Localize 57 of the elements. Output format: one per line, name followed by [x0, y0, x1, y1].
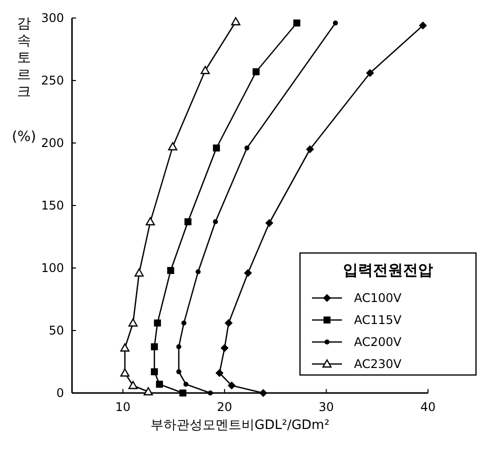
point	[366, 69, 374, 77]
point	[184, 218, 192, 226]
point	[208, 390, 213, 396]
point	[176, 344, 182, 350]
x-tick-label: 20	[216, 400, 232, 414]
point	[168, 142, 178, 150]
y-tick-label: 50	[48, 324, 64, 338]
point	[128, 318, 138, 327]
legend-label: AC115V	[354, 313, 402, 327]
point	[224, 319, 233, 327]
point	[156, 380, 163, 388]
legend-title: 입력전원전압	[343, 261, 433, 279]
point	[332, 20, 338, 26]
point	[183, 382, 188, 387]
y-tick-label: 100	[41, 261, 64, 275]
point	[120, 343, 130, 352]
point	[220, 344, 229, 352]
y-tick-label: 250	[41, 74, 64, 88]
point	[196, 269, 201, 274]
point	[259, 389, 268, 397]
legend-label: AC230V	[354, 357, 402, 371]
point	[154, 320, 161, 326]
y-tick-label: 200	[41, 136, 64, 150]
y-tick-label: 150	[41, 198, 64, 212]
legend-label: AC100V	[354, 291, 402, 305]
x-tick-label: 10	[115, 400, 130, 414]
point	[144, 387, 153, 396]
x-tick-label: 40	[420, 400, 436, 414]
point	[120, 368, 130, 377]
point	[228, 382, 236, 390]
x-axis-title: 부하관성모멘트비GDL²/GDm²	[150, 418, 330, 433]
y-tick-label: 0	[56, 386, 64, 400]
point	[244, 269, 252, 277]
point	[128, 380, 138, 390]
text: 감속토르크 (%)	[12, 16, 36, 145]
point	[212, 144, 220, 152]
point	[150, 368, 158, 376]
point	[176, 369, 182, 374]
point	[212, 219, 218, 224]
point	[252, 68, 260, 76]
point	[181, 320, 186, 326]
x-tick-label: 30	[318, 400, 334, 414]
point	[179, 390, 186, 396]
y-tick-label: 300	[41, 11, 64, 25]
point	[146, 217, 155, 226]
point	[150, 343, 158, 350]
point	[167, 267, 174, 274]
point	[200, 66, 210, 74]
point	[265, 219, 274, 227]
point	[306, 145, 314, 154]
point	[293, 20, 300, 26]
point	[418, 22, 427, 30]
legend-label: AC200V	[354, 335, 402, 349]
point	[231, 17, 240, 26]
point	[134, 268, 144, 277]
point	[244, 146, 250, 150]
point	[215, 369, 224, 377]
